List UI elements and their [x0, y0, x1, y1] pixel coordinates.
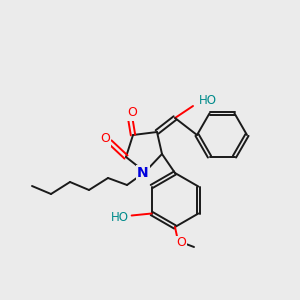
- Text: O: O: [100, 133, 110, 146]
- Text: HO: HO: [111, 211, 129, 224]
- Text: O: O: [127, 106, 137, 119]
- Text: N: N: [137, 166, 149, 180]
- Text: HO: HO: [199, 94, 217, 107]
- Text: O: O: [176, 236, 186, 250]
